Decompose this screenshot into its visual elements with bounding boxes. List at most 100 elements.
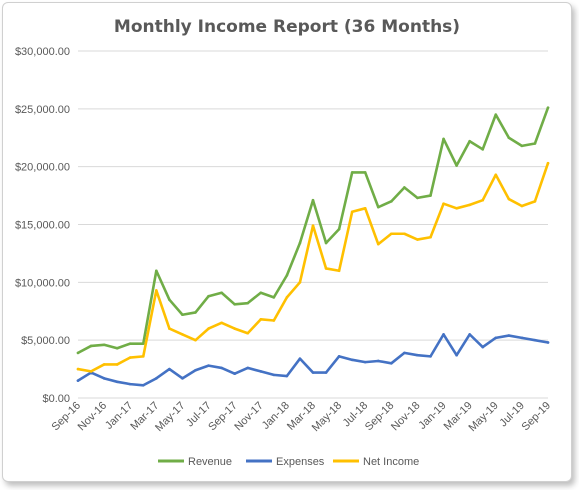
x-tick-label: Nov-17 [232, 400, 266, 434]
data-point [468, 333, 471, 336]
data-point [376, 242, 380, 246]
data-point [442, 333, 445, 336]
data-point [76, 379, 80, 382]
y-tick-label: $10,000.00 [15, 277, 70, 289]
data-point [324, 267, 328, 270]
legend-item: Revenue [158, 456, 232, 468]
data-point [520, 204, 524, 208]
data-point [494, 173, 498, 177]
legend-item: Net Income [333, 456, 419, 468]
data-point [89, 370, 93, 373]
data-point [481, 148, 485, 151]
data-point [468, 203, 471, 207]
data-point [350, 171, 354, 174]
data-point [533, 338, 537, 342]
x-tick-label: Sep-19 [520, 400, 554, 434]
data-point [102, 343, 106, 347]
data-point [337, 269, 341, 273]
data-point [324, 371, 328, 374]
data-point [546, 341, 550, 344]
data-point [181, 333, 184, 336]
data-point [220, 366, 223, 370]
data-point [311, 198, 315, 202]
data-point [76, 351, 80, 355]
data-point [272, 296, 276, 299]
data-point [102, 363, 106, 366]
data-point [416, 238, 419, 241]
legend-label: Expenses [276, 456, 325, 468]
data-point [416, 196, 419, 200]
data-point [494, 336, 498, 340]
data-point [298, 357, 302, 360]
data-point [141, 355, 145, 358]
data-point [403, 186, 406, 189]
data-point [416, 353, 419, 357]
data-point [520, 144, 524, 148]
data-point [194, 311, 197, 314]
data-point [403, 351, 406, 355]
y-tick-label: $0.00 [42, 393, 70, 405]
data-point [194, 338, 197, 342]
data-point [298, 241, 302, 245]
data-point [141, 342, 145, 345]
data-point [507, 136, 511, 140]
data-point [390, 362, 393, 365]
x-tick-label: May-17 [153, 400, 187, 434]
data-point [285, 374, 289, 378]
data-point [89, 344, 93, 348]
data-point [390, 232, 393, 236]
data-point [337, 227, 341, 231]
data-point [468, 139, 471, 143]
data-point [363, 207, 367, 210]
data-point [533, 142, 537, 145]
data-point [168, 327, 171, 330]
data-point [324, 241, 328, 245]
data-point [128, 356, 132, 359]
legend-label: Revenue [188, 456, 232, 468]
data-point [207, 327, 210, 330]
data-point [220, 291, 223, 295]
data-point [442, 202, 445, 205]
data-point [155, 269, 158, 273]
data-point [141, 383, 145, 387]
data-point [220, 321, 223, 325]
data-point [337, 355, 341, 358]
series-net-income [76, 161, 550, 373]
data-point [429, 355, 432, 358]
data-point [181, 313, 184, 317]
data-point [520, 336, 524, 340]
data-point [363, 360, 367, 364]
chart-title: Monthly Income Report (36 Months) [114, 17, 460, 37]
data-point [168, 367, 171, 371]
data-point [376, 359, 380, 363]
chart-card [2, 2, 572, 482]
x-tick-label: Nov-16 [76, 400, 110, 434]
data-point [350, 358, 354, 362]
data-point [350, 210, 354, 214]
series-revenue [76, 106, 550, 355]
data-point [272, 373, 276, 377]
x-tick-label: Nov-18 [389, 400, 423, 434]
data-point [181, 377, 184, 380]
data-point [298, 281, 302, 284]
data-point [272, 319, 276, 322]
data-point [207, 364, 210, 367]
x-tick-label: May-18 [310, 400, 344, 434]
series-line [76, 333, 550, 387]
data-point [246, 331, 250, 335]
data-point [246, 301, 250, 305]
data-point [128, 342, 132, 345]
y-tick-label: $30,000.00 [15, 46, 70, 58]
data-point [481, 345, 485, 349]
data-point [455, 164, 458, 167]
data-point [285, 296, 289, 299]
legend-item: Expenses [246, 456, 325, 468]
y-tick-label: $5,000.00 [21, 335, 70, 347]
data-point [429, 194, 432, 197]
data-point [76, 367, 80, 371]
data-point [207, 294, 210, 298]
data-point [376, 205, 380, 209]
data-point [115, 363, 119, 366]
data-point [546, 161, 550, 165]
